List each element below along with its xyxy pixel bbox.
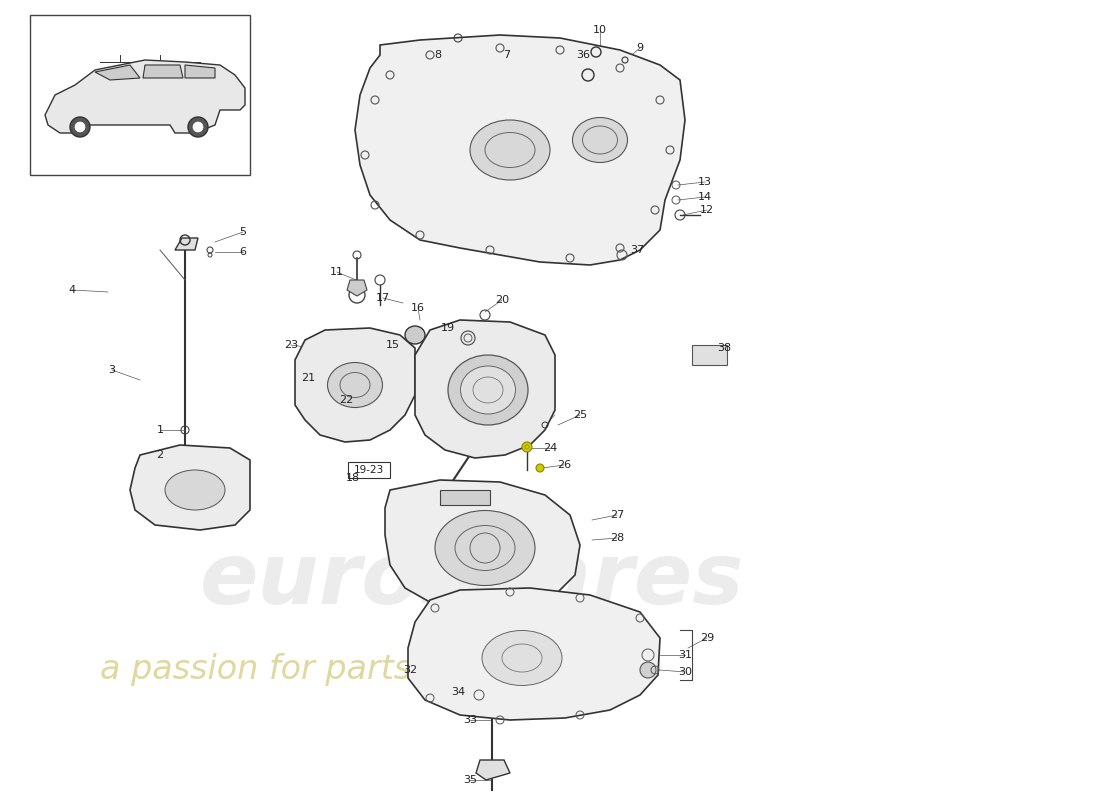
Text: 5: 5 — [240, 227, 246, 237]
Text: 16: 16 — [411, 303, 425, 313]
Ellipse shape — [405, 326, 425, 344]
Text: 32: 32 — [403, 665, 417, 675]
Polygon shape — [130, 445, 250, 530]
Text: 8: 8 — [434, 50, 441, 60]
Text: 21: 21 — [301, 373, 315, 383]
Text: 24: 24 — [543, 443, 557, 453]
Polygon shape — [295, 328, 415, 442]
Circle shape — [70, 117, 90, 137]
Text: 35: 35 — [463, 775, 477, 785]
Ellipse shape — [470, 120, 550, 180]
Text: 3: 3 — [109, 365, 116, 375]
Bar — [440, 490, 490, 505]
Ellipse shape — [461, 366, 516, 414]
Text: 26: 26 — [557, 460, 571, 470]
Text: 19-23: 19-23 — [354, 465, 384, 475]
Polygon shape — [476, 760, 510, 780]
Polygon shape — [175, 238, 198, 250]
Circle shape — [188, 117, 208, 137]
Polygon shape — [45, 60, 245, 133]
Circle shape — [192, 122, 204, 132]
Text: 4: 4 — [68, 285, 76, 295]
Text: 22: 22 — [339, 395, 353, 405]
Text: 29: 29 — [700, 633, 714, 643]
Text: eurospares: eurospares — [200, 538, 745, 622]
Text: 17: 17 — [376, 293, 390, 303]
Text: 36: 36 — [576, 50, 590, 60]
Bar — [692, 345, 727, 365]
Text: 38: 38 — [717, 343, 732, 353]
Text: 25: 25 — [573, 410, 587, 420]
Text: 15: 15 — [386, 340, 400, 350]
Text: 27: 27 — [609, 510, 624, 520]
Text: 19: 19 — [441, 323, 455, 333]
Polygon shape — [408, 588, 660, 720]
Polygon shape — [385, 480, 580, 612]
Ellipse shape — [572, 118, 627, 162]
Text: 18: 18 — [345, 473, 360, 483]
Polygon shape — [95, 65, 140, 80]
Polygon shape — [415, 320, 556, 458]
Text: 1: 1 — [156, 425, 164, 435]
Ellipse shape — [165, 470, 226, 510]
Ellipse shape — [482, 630, 562, 686]
Polygon shape — [143, 65, 183, 78]
Circle shape — [640, 662, 656, 678]
Text: 30: 30 — [678, 667, 692, 677]
Text: 7: 7 — [504, 50, 510, 60]
Text: 20: 20 — [495, 295, 509, 305]
Bar — [30, 15, 250, 175]
Text: 11: 11 — [330, 267, 344, 277]
Text: 2: 2 — [156, 450, 164, 460]
Text: 10: 10 — [593, 25, 607, 35]
Circle shape — [536, 464, 544, 472]
Polygon shape — [346, 280, 367, 296]
Text: 12: 12 — [700, 205, 714, 215]
Text: 31: 31 — [678, 650, 692, 660]
Text: a passion for parts since 1985: a passion for parts since 1985 — [100, 654, 604, 686]
Text: 28: 28 — [609, 533, 624, 543]
Text: 6: 6 — [240, 247, 246, 257]
FancyBboxPatch shape — [348, 462, 390, 478]
Text: 9: 9 — [637, 43, 644, 53]
Text: 13: 13 — [698, 177, 712, 187]
Ellipse shape — [448, 355, 528, 425]
Polygon shape — [185, 65, 214, 78]
Text: 34: 34 — [451, 687, 465, 697]
Ellipse shape — [434, 510, 535, 586]
Text: 23: 23 — [284, 340, 298, 350]
Text: 14: 14 — [697, 192, 712, 202]
Text: 33: 33 — [463, 715, 477, 725]
Circle shape — [522, 442, 532, 452]
Polygon shape — [355, 35, 685, 265]
Text: 37: 37 — [630, 245, 645, 255]
Circle shape — [75, 122, 85, 132]
Ellipse shape — [328, 362, 383, 407]
